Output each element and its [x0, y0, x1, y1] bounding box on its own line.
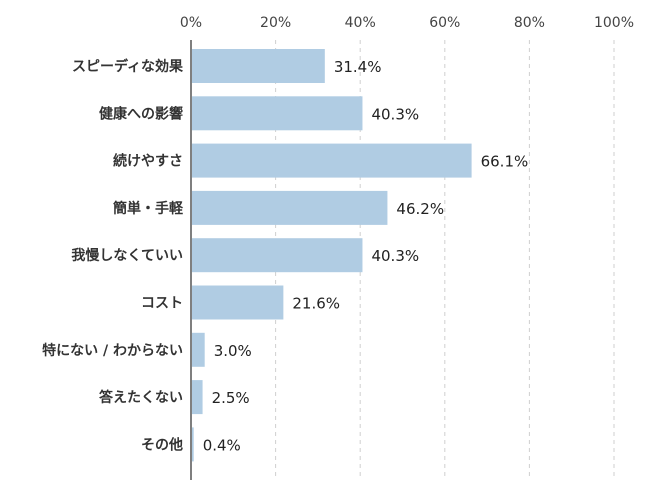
- data-label: 31.4%: [334, 58, 382, 76]
- category-label: スピーディな効果: [72, 58, 184, 75]
- bar: [192, 190, 388, 225]
- category-label: 続けやすさ: [113, 153, 183, 170]
- data-labels: 31.4% 40.3% 66.1% 46.2% 40.3% 21.6% 3.0% 2.5% 0.…: [203, 58, 529, 454]
- category-label: その他: [141, 436, 183, 453]
- category-label: 特にない / わからない: [42, 342, 183, 359]
- value-axis-ticks: 0% 20% 40% 60% 80% 100%: [180, 15, 634, 31]
- x-tick-label: 0%: [180, 15, 202, 31]
- category-label: 答えたくない: [99, 389, 183, 406]
- category-labels: スピーディな効果健康への影響続けやすさ簡単・手軽我慢しなくていいコスト特にない …: [42, 58, 184, 453]
- x-tick-label: 40%: [345, 15, 376, 31]
- data-label: 40.3%: [371, 105, 419, 123]
- bar: [192, 380, 203, 415]
- bar: [192, 285, 284, 320]
- data-label: 3.0%: [214, 342, 252, 360]
- data-label: 46.2%: [396, 200, 444, 218]
- category-label: 簡単・手軽: [113, 200, 184, 217]
- data-label: 40.3%: [371, 247, 419, 265]
- data-label: 21.6%: [292, 295, 340, 313]
- bar: [192, 238, 363, 273]
- data-label: 0.4%: [203, 436, 241, 454]
- x-tick-label: 80%: [514, 15, 545, 31]
- category-label: 我慢しなくていい: [71, 247, 183, 264]
- x-tick-label: 100%: [594, 15, 634, 31]
- category-label: コスト: [141, 296, 183, 312]
- data-label: 2.5%: [212, 389, 250, 407]
- bars: [192, 49, 472, 462]
- category-label: 健康への影響: [99, 105, 183, 122]
- bar: [192, 332, 205, 367]
- x-tick-label: 20%: [260, 15, 291, 31]
- x-tick-label: 60%: [429, 15, 460, 31]
- bar: [192, 427, 194, 462]
- bar: [192, 96, 363, 131]
- data-label: 66.1%: [481, 153, 529, 171]
- bar: [192, 143, 472, 178]
- bar: [192, 49, 325, 83]
